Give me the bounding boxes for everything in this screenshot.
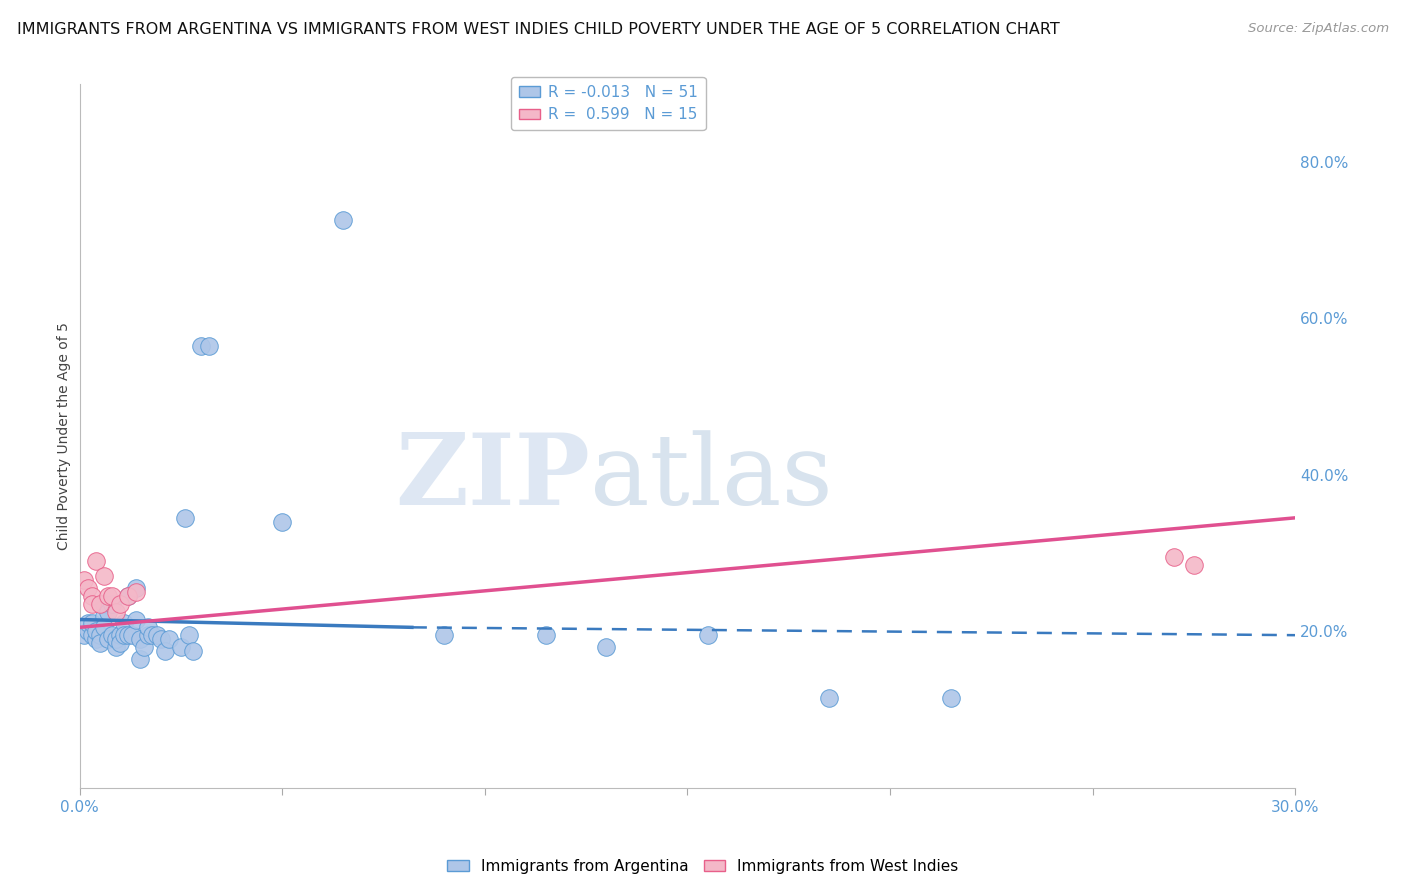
Point — [76, 581, 98, 595]
Point — [117, 628, 139, 642]
Point — [190, 339, 212, 353]
Point — [138, 620, 160, 634]
Point — [177, 628, 200, 642]
Y-axis label: Child Poverty Under the Age of 5: Child Poverty Under the Age of 5 — [58, 322, 72, 549]
Point — [84, 624, 107, 639]
Point — [101, 589, 124, 603]
Point — [117, 589, 139, 603]
Point — [80, 628, 103, 642]
Point — [170, 640, 193, 654]
Point — [125, 613, 148, 627]
Point — [125, 581, 148, 595]
Point — [72, 628, 94, 642]
Point — [153, 644, 176, 658]
Point — [138, 628, 160, 642]
Point — [534, 628, 557, 642]
Point — [1163, 549, 1185, 564]
Point — [93, 569, 115, 583]
Point — [93, 597, 115, 611]
Point — [121, 628, 143, 642]
Point — [696, 628, 718, 642]
Text: ZIP: ZIP — [395, 429, 591, 526]
Point — [97, 589, 120, 603]
Point — [134, 640, 156, 654]
Point — [174, 510, 197, 524]
Point — [271, 515, 294, 529]
Point — [108, 597, 131, 611]
Point — [939, 690, 962, 705]
Point — [80, 616, 103, 631]
Point — [125, 585, 148, 599]
Point — [80, 597, 103, 611]
Point — [89, 628, 111, 642]
Point — [433, 628, 456, 642]
Point — [84, 632, 107, 646]
Text: Source: ZipAtlas.com: Source: ZipAtlas.com — [1249, 22, 1389, 36]
Point — [157, 632, 180, 646]
Legend: Immigrants from Argentina, Immigrants from West Indies: Immigrants from Argentina, Immigrants fr… — [441, 853, 965, 880]
Point — [89, 636, 111, 650]
Point — [89, 597, 111, 611]
Point — [141, 628, 163, 642]
Point — [72, 574, 94, 588]
Text: atlas: atlas — [591, 430, 832, 525]
Point — [80, 589, 103, 603]
Point — [198, 339, 221, 353]
Point — [76, 624, 98, 639]
Point — [104, 640, 127, 654]
Point — [818, 690, 841, 705]
Point — [84, 554, 107, 568]
Legend: R = -0.013   N = 51, R =  0.599   N = 15: R = -0.013 N = 51, R = 0.599 N = 15 — [512, 77, 706, 130]
Point — [129, 632, 152, 646]
Point — [97, 605, 120, 619]
Point — [149, 632, 172, 646]
Point — [181, 644, 204, 658]
Point — [104, 632, 127, 646]
Point — [101, 628, 124, 642]
Point — [76, 616, 98, 631]
Point — [129, 651, 152, 665]
Point — [108, 628, 131, 642]
Point — [595, 640, 617, 654]
Point — [108, 636, 131, 650]
Point — [332, 213, 354, 227]
Text: IMMIGRANTS FROM ARGENTINA VS IMMIGRANTS FROM WEST INDIES CHILD POVERTY UNDER THE: IMMIGRANTS FROM ARGENTINA VS IMMIGRANTS … — [17, 22, 1060, 37]
Point — [112, 616, 135, 631]
Point — [101, 597, 124, 611]
Point — [104, 605, 127, 619]
Point — [112, 628, 135, 642]
Point — [145, 628, 167, 642]
Point — [117, 589, 139, 603]
Point — [93, 620, 115, 634]
Point — [93, 608, 115, 623]
Point — [97, 632, 120, 646]
Point — [1182, 558, 1205, 572]
